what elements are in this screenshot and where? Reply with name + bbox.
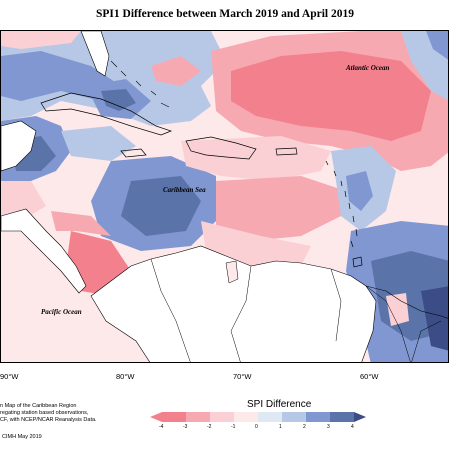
land-cuba [40,92,173,136]
spi-field-map [1,31,448,362]
note-line-3: CF, with NCEP/NCAR Reanalysis Data. [0,417,97,423]
map-title: SPI1 Difference between March 2019 and A… [96,8,354,20]
land-jamaica [120,148,147,158]
land-hispaniola [185,136,257,160]
legend-arrow-high [354,412,366,422]
legend-swatch [210,412,234,422]
legend-tick-label: 3 [327,424,330,430]
spi-pink-band-north [1,31,81,49]
note-line-2: regating station based observations, [0,410,89,416]
legend-swatch [306,412,330,422]
spi-blue-northeast-dark [426,31,448,60]
land-central-america [1,208,87,294]
spi-blue-jamaica [61,126,136,161]
spi-blue-central-dark [121,176,201,236]
legend-title: SPI Difference [247,399,312,410]
land-guianas-coast [365,285,448,319]
legend-tick-label: 1 [279,424,282,430]
legend-arrow-low [150,412,162,422]
map-panel: Atlantic Ocean Caribbean Sea Pacific Oce… [0,30,449,363]
spi-blue-southeast-darkest [421,286,448,351]
spi-blue-northwest [1,31,226,126]
land-trinidad [352,256,363,268]
spi-pink-south [201,221,311,266]
land-puerto-rico [275,147,298,156]
legend-colorbar [150,412,366,422]
legend-tick-label: -1 [231,424,236,430]
legend-swatch [258,412,282,422]
legend-tick-label: -2 [207,424,212,430]
legend-swatch [186,412,210,422]
spi-red-southcenter [216,176,346,241]
legend-swatch [330,412,354,422]
lon-tick-70w: 70°W [233,372,252,381]
lon-tick-90w: 90°W [0,372,19,381]
land-lesser-antilles [325,160,358,248]
note-line-1: n Map of the Caribbean Region [0,403,77,409]
land-bahamas [110,60,170,108]
legend-tick-label: 4 [351,424,354,430]
label-caribbean-sea: Caribbean Sea [163,186,206,194]
label-atlantic-ocean: Atlantic Ocean [346,64,390,72]
spi-pink-cuba-west [151,56,201,86]
lon-tick-60w: 60°W [360,372,379,381]
spi-red-atlantic-core [296,71,371,111]
label-pacific-ocean: Pacific Ocean [41,308,82,316]
legend-swatch [282,412,306,422]
spi-blue-bahamas-dark [101,89,136,111]
country-borders [150,258,442,362]
legend-tick-label: 0 [255,424,258,430]
legend-tick-label: -4 [159,424,164,430]
lon-tick-80w: 80°W [116,372,135,381]
spi-pink-hispaniola [181,136,331,181]
spi-pink-panama [51,211,111,236]
legend-swatch [234,412,258,422]
legend-swatch [162,412,186,422]
land-yucatan [1,120,37,172]
land-lake-maracaibo [225,260,239,284]
spi-blue-antilles-dark [346,171,373,211]
legend-tick-label: 2 [303,424,306,430]
spi-pink-pacific [1,181,46,221]
spi-pink-southeast-patch [386,293,409,326]
credit-text: CIMH May 2019 [2,434,42,440]
land-florida [80,31,110,77]
legend-tick-label: -3 [183,424,188,430]
